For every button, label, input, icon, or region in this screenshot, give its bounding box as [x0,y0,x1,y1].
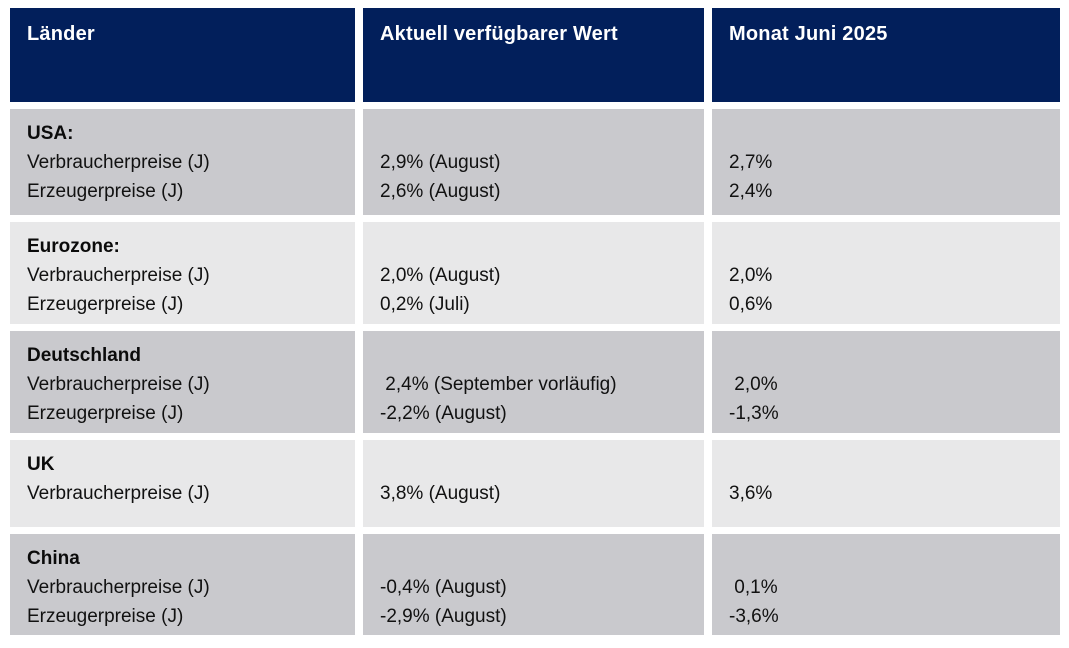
current-value: 0,2% (Juli) [380,294,470,315]
country-name: China [27,548,80,569]
metric-label: Erzeugerpreise (J) [27,403,184,424]
june-value-cell: 2,0% -1,3% [712,331,1060,433]
june-2025-value: 0,6% [729,294,773,315]
metric-label: Erzeugerpreise (J) [27,181,184,202]
column-header-aktueller-wert: Aktuell verfügbarer Wert [363,8,704,102]
spacer-line [729,341,1052,370]
june-2025-value: -1,3% [729,403,779,424]
june-2025-value: 0,1% [729,577,778,598]
spacer-line [380,341,696,370]
current-value: -0,4% (August) [380,577,507,598]
june-2025-value: 2,0% [729,265,773,286]
june-2025-value: 2,0% [729,374,778,395]
current-value: 2,4% (September vorläufig) [380,374,617,395]
current-value: 2,0% (August) [380,265,501,286]
current-value: -2,9% (August) [380,606,507,627]
country-name: USA: [27,123,74,144]
spacer-line [729,119,1052,148]
june-value-cell: 2,7% 2,4% [712,109,1060,215]
country-cell: China Verbraucherpreise (J) Erzeugerpreise… [10,534,355,635]
country-cell: Eurozone: Verbraucherpreise (J) Erzeugerpr… [10,222,355,324]
metric-label: Verbraucherpreise (J) [27,577,210,598]
country-name: UK [27,454,55,475]
current-value: 3,8% (August) [380,483,501,504]
current-value-cell: 2,4% (September vorläufig) -2,2% (August) [363,331,704,433]
current-value: 2,9% (August) [380,152,501,173]
metric-label: Verbraucherpreise (J) [27,483,210,504]
country-cell: Deutschland Verbraucherpreise (J) Erzeuger… [10,331,355,433]
metric-label: Erzeugerpreise (J) [27,294,184,315]
country-name: Eurozone: [27,236,120,257]
metric-label: Verbraucherpreise (J) [27,152,210,173]
spacer-line [380,450,696,479]
june-value-cell: 0,1% -3,6% [712,534,1060,635]
current-value-cell: 2,0% (August) 0,2% (Juli) [363,222,704,324]
spacer-line [380,544,696,573]
column-header-monat-juni-2025: Monat Juni 2025 [712,8,1060,102]
spacer-line [729,544,1052,573]
spacer-line [380,232,696,261]
june-value-cell: 3,6% [712,440,1060,527]
june-2025-value: 2,4% [729,181,773,202]
june-value-cell: 2,0% 0,6% [712,222,1060,324]
current-value-cell: 2,9% (August) 2,6% (August) [363,109,704,215]
current-value-cell: 3,8% (August) [363,440,704,527]
column-header-laender: Länder [10,8,355,102]
metric-label: Verbraucherpreise (J) [27,265,210,286]
country-cell: USA: Verbraucherpreise (J) Erzeugerpreise … [10,109,355,215]
june-2025-value: 2,7% [729,152,773,173]
spacer-line [729,450,1052,479]
spacer-line [380,119,696,148]
june-2025-value: -3,6% [729,606,779,627]
current-value: -2,2% (August) [380,403,507,424]
metric-label: Erzeugerpreise (J) [27,606,184,627]
current-value: 2,6% (August) [380,181,501,202]
current-value-cell: -0,4% (August) -2,9% (August) [363,534,704,635]
metric-label: Verbraucherpreise (J) [27,374,210,395]
june-2025-value: 3,6% [729,483,773,504]
country-cell: UK Verbraucherpreise (J) [10,440,355,527]
country-name: Deutschland [27,345,142,366]
inflation-table: Länder Aktuell verfügbarer Wert Monat Ju… [10,8,1060,635]
spacer-line [729,232,1052,261]
